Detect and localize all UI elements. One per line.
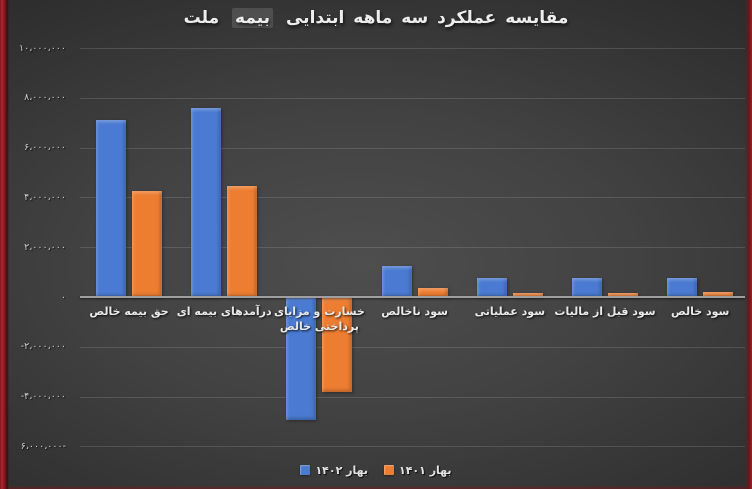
- gridline: [80, 346, 745, 348]
- gridline: [80, 197, 745, 199]
- y-axis-tick-label: -۴،۰۰۰،۰۰۰: [20, 391, 66, 403]
- bar-series-0-category-1: [191, 107, 222, 297]
- bottom-edge-strip: [0, 485, 752, 489]
- chart-title: مقایسه عملکرد سه ماهه ابتدایی بیمه ملت: [0, 8, 752, 28]
- category-label-1: درآمدهای بیمه ای: [176, 305, 272, 318]
- bar-series-1-category-5: [608, 293, 638, 297]
- chart-title-text-end: ملت: [183, 8, 220, 28]
- legend-label: بهار ۱۴۰۲: [315, 463, 368, 477]
- bar-series-1-category-6: [703, 292, 734, 297]
- bar-series-0-category-5: [572, 278, 602, 297]
- bar-series-1-category-3: [417, 288, 448, 297]
- y-axis-tick-label: ۶،۰۰۰،۰۰۰: [24, 142, 66, 154]
- bar-series-0-category-6: [667, 278, 698, 297]
- bar-series-0-category-2: [286, 297, 317, 421]
- legend-entry-0: بهار ۱۴۰۲: [300, 464, 368, 477]
- y-axis-tick-label: ۴،۰۰۰،۰۰۰: [24, 191, 66, 203]
- left-edge-strip: [0, 0, 9, 489]
- gridline: [80, 396, 745, 398]
- chart-title-text: مقایسه عملکرد سه ماهه ابتدایی: [285, 8, 569, 28]
- y-axis-tick-label: ۶،۰۰۰،۰۰۰-: [20, 440, 66, 452]
- gridline: [80, 446, 745, 448]
- y-axis-tick-label: -۲،۰۰۰،۰۰۰: [20, 341, 66, 353]
- legend-swatch-icon: [384, 465, 394, 475]
- gridline: [80, 97, 745, 99]
- category-label-0: حق بیمه خالص: [89, 305, 169, 318]
- y-axis-tick-label: ۸،۰۰۰،۰۰۰: [24, 92, 66, 104]
- bar-series-0-category-3: [381, 265, 412, 297]
- bar-series-1-category-1: [227, 186, 258, 297]
- bar-series-1-category-0: [132, 191, 162, 297]
- y-axis-tick-label: ۰: [60, 291, 66, 303]
- bar-series-0-category-0: [96, 120, 126, 297]
- gridline: [80, 247, 745, 249]
- category-label-6: سود خالص: [670, 305, 730, 318]
- x-axis-line: [80, 296, 745, 298]
- category-label-4: سود عملیاتی: [474, 305, 546, 318]
- legend-entry-1: بهار ۱۴۰۱: [384, 464, 452, 477]
- category-label-5: سود قبل از مالیات: [554, 305, 656, 318]
- legend: بهار ۱۴۰۲ بهار ۱۴۰۱: [0, 461, 752, 479]
- y-axis-tick-label: ۲،۰۰۰،۰۰۰: [24, 241, 66, 253]
- category-label-3: سود ناخالص: [381, 305, 448, 318]
- category-label-2: خسارت و مزایای پرداختی خالص: [273, 305, 365, 333]
- legend-swatch-icon: [300, 465, 311, 475]
- chart-title-highlight: بیمه: [232, 8, 274, 28]
- right-edge-strip: [745, 0, 752, 489]
- gridline: [80, 147, 745, 149]
- legend-label: بهار ۱۴۰۱: [399, 463, 452, 477]
- gridline: [80, 48, 745, 49]
- y-axis-tick-label: ۱۰،۰۰۰،۰۰۰: [19, 42, 66, 54]
- bar-series-1-category-4: [512, 293, 543, 297]
- bar-series-0-category-4: [476, 278, 507, 297]
- bar-series-1-category-2: [322, 297, 353, 392]
